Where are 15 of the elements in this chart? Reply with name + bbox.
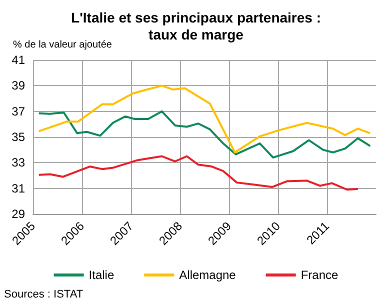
- y-tick-label: 31: [12, 181, 26, 196]
- line-series: [38, 110, 372, 159]
- y-tick-label: 29: [12, 207, 26, 221]
- legend-label: Allemagne: [179, 268, 236, 282]
- legend-label: France: [300, 268, 339, 282]
- line-series: [38, 84, 372, 154]
- y-axis-title: % de la valeur ajoutée: [13, 40, 112, 50]
- y-tick-label: 35: [12, 130, 26, 144]
- source-note: Sources : ISTAT: [4, 288, 84, 300]
- y-tick-label: 39: [12, 78, 26, 93]
- y-tick-label: 33: [12, 156, 26, 170]
- legend-label: Italie: [88, 268, 114, 282]
- y-tick-label: 37: [12, 104, 26, 118]
- line-series: [38, 155, 359, 191]
- y-tick-label: 41: [12, 53, 26, 67]
